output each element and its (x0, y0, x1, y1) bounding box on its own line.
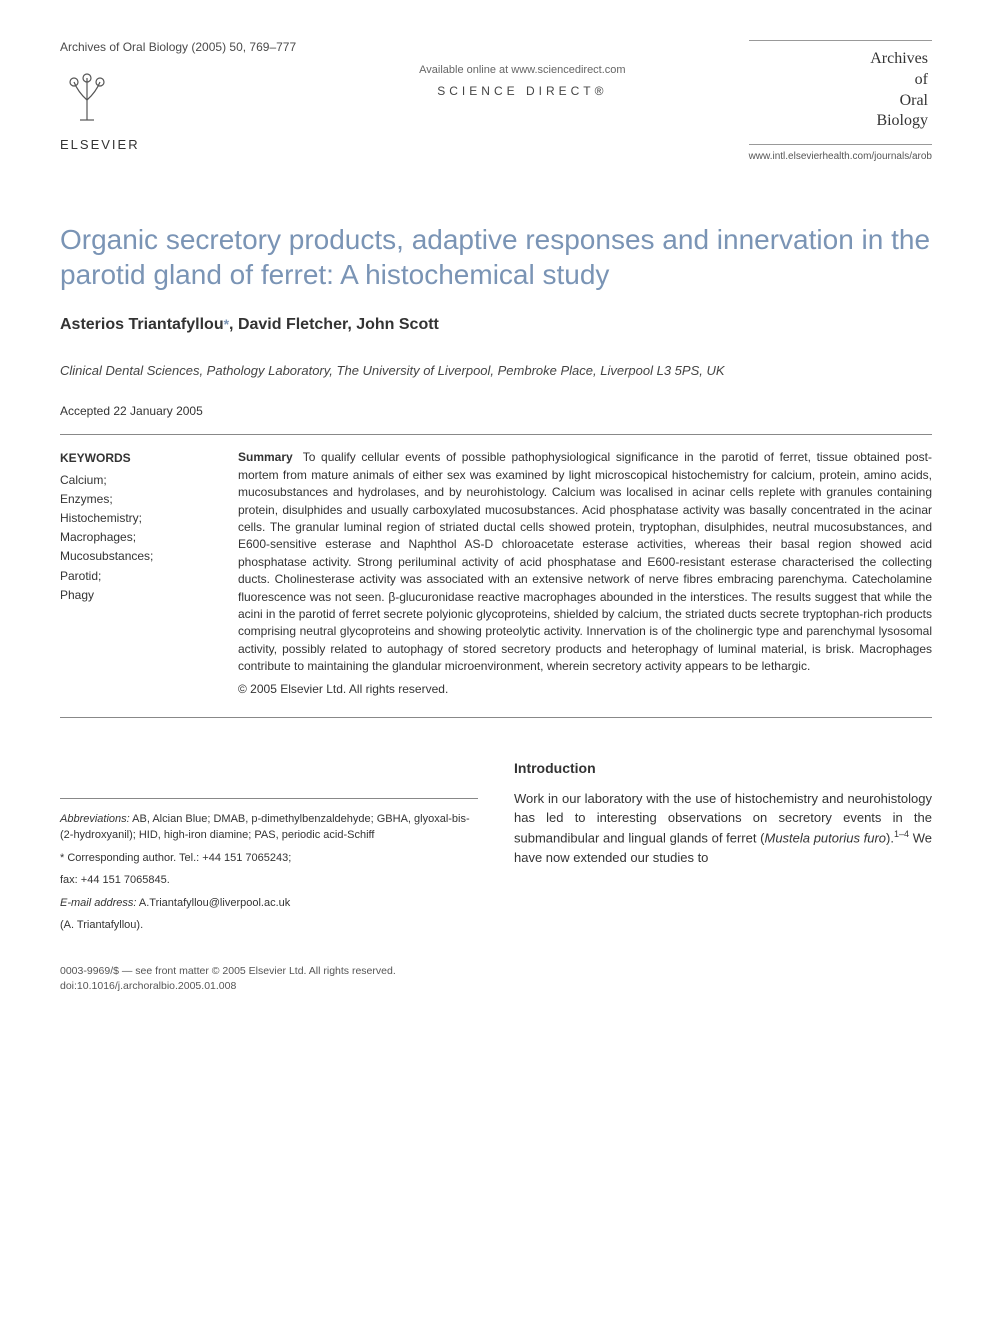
abbreviations-block: Abbreviations: AB, Alcian Blue; DMAB, p-… (60, 811, 478, 844)
elsevier-tree-icon (60, 70, 114, 133)
keyword-item: Calcium; (60, 471, 210, 490)
doi-line: doi:10.1016/j.archoralbio.2005.01.008 (60, 979, 932, 994)
jt-line-2: Oral (753, 91, 928, 112)
summary-copyright: © 2005 Elsevier Ltd. All rights reserved… (238, 681, 932, 698)
affiliation: Clinical Dental Sciences, Pathology Labo… (60, 362, 932, 380)
page-header: Archives of Oral Biology (2005) 50, 769–… (60, 40, 932, 162)
lower-columns: Abbreviations: AB, Alcian Blue; DMAB, p-… (60, 758, 932, 940)
journal-url: www.intl.elsevierhealth.com/journals/aro… (749, 151, 932, 162)
intro-species: Mustela putorius furo (765, 830, 887, 845)
jt-line-3: Biology (753, 111, 928, 132)
journal-ref-text: Archives of Oral Biology (2005) 50, 769–… (60, 40, 296, 54)
summary-label: Summary (238, 450, 293, 464)
elsevier-logo-block: ELSEVIER (60, 70, 296, 152)
journal-reference: Archives of Oral Biology (2005) 50, 769–… (60, 40, 296, 152)
journal-title-box: Archives of Oral Biology (749, 40, 932, 145)
authors-text: Asterios Triantafyllou*, David Fletcher,… (60, 316, 439, 333)
intro-part2: ). (886, 830, 894, 845)
keywords-column: KEYWORDS Calcium; Enzymes; Histochemistr… (60, 449, 210, 698)
footnotes-column: Abbreviations: AB, Alcian Blue; DMAB, p-… (60, 798, 478, 940)
article-title: Organic secretory products, adaptive res… (60, 222, 932, 292)
keyword-item: Mucosubstances; (60, 547, 210, 566)
abbrev-label: Abbreviations: (60, 813, 130, 825)
corresponding-name: (A. Triantafyllou). (60, 917, 478, 934)
introduction-heading: Introduction (514, 758, 932, 779)
keyword-item: Phagy (60, 586, 210, 605)
right-header: Archives of Oral Biology www.intl.elsevi… (749, 40, 932, 162)
summary-column: SummaryTo qualify cellular events of pos… (238, 449, 932, 698)
keyword-item: Parotid; (60, 567, 210, 586)
jt-line-0: Archives (753, 49, 928, 70)
available-online-text: Available online at www.sciencedirect.co… (296, 64, 748, 76)
accepted-date: Accepted 22 January 2005 (60, 404, 932, 418)
science-direct-logo: SCIENCE DIRECT® (296, 84, 748, 98)
keywords-heading: KEYWORDS (60, 449, 210, 468)
elsevier-label: ELSEVIER (60, 137, 140, 152)
corresponding-fax: fax: +44 151 7065845. (60, 872, 478, 889)
email-value: A.Triantafyllou@liverpool.ac.uk (136, 897, 290, 909)
corresponding-star-icon: * (224, 316, 229, 332)
center-header: Available online at www.sciencedirect.co… (296, 64, 748, 98)
keyword-item: Macrophages; (60, 528, 210, 547)
keyword-item: Enzymes; (60, 490, 210, 509)
introduction-column: Introduction Work in our laboratory with… (514, 758, 932, 940)
keyword-item: Histochemistry; (60, 509, 210, 528)
email-label: E-mail address: (60, 897, 136, 909)
authors-line: Asterios Triantafyllou*, David Fletcher,… (60, 316, 932, 334)
corresponding-email-line: E-mail address: A.Triantafyllou@liverpoo… (60, 895, 478, 912)
corresponding-tel: * Corresponding author. Tel.: +44 151 70… (60, 850, 478, 867)
jt-line-1: of (753, 70, 928, 91)
issn-line: 0003-9969/$ — see front matter © 2005 El… (60, 964, 932, 979)
intro-ref: 1–4 (894, 829, 909, 839)
footer-info: 0003-9969/$ — see front matter © 2005 El… (60, 964, 932, 993)
summary-text: To qualify cellular events of possible p… (238, 450, 932, 673)
introduction-text: Work in our laboratory with the use of h… (514, 789, 932, 867)
abstract-container: KEYWORDS Calcium; Enzymes; Histochemistr… (60, 434, 932, 717)
